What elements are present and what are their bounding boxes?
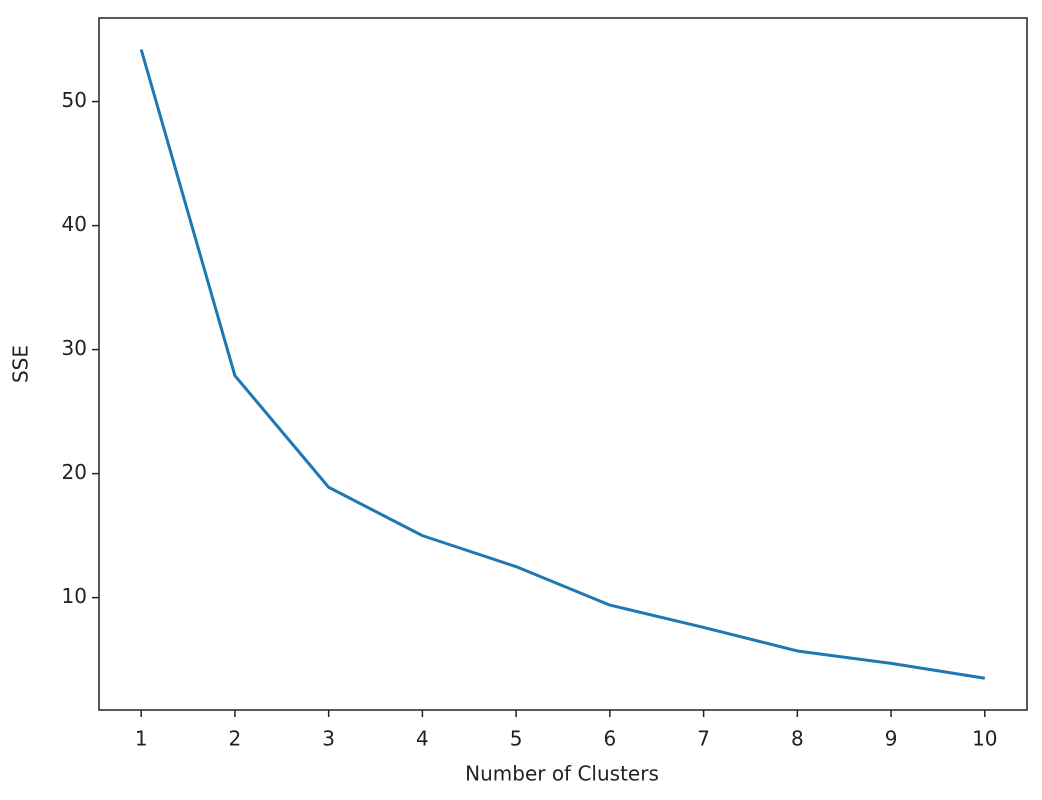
x-axis-label: Number of Clusters bbox=[465, 762, 659, 786]
x-tick-label: 2 bbox=[229, 727, 242, 751]
x-tick-label: 4 bbox=[416, 727, 429, 751]
x-tick-label: 1 bbox=[135, 727, 148, 751]
y-axis-label: SSE bbox=[9, 345, 33, 383]
y-tick-label: 20 bbox=[62, 460, 87, 484]
x-tick-label: 9 bbox=[885, 727, 898, 751]
x-tick-label: 7 bbox=[697, 727, 710, 751]
x-tick-label: 3 bbox=[322, 727, 335, 751]
line bbox=[139, 49, 986, 680]
y-tick-label: 40 bbox=[62, 212, 87, 236]
x-tick-label: 5 bbox=[510, 727, 523, 751]
y-tick-label: 10 bbox=[62, 584, 87, 608]
x-tick-label: 6 bbox=[604, 727, 617, 751]
x-tick-label: 10 bbox=[972, 727, 997, 751]
y-tick-label: 50 bbox=[62, 88, 87, 112]
y-tick-label: 30 bbox=[62, 336, 87, 360]
plot-frame bbox=[98, 17, 1028, 711]
x-tick-label: 8 bbox=[791, 727, 804, 751]
